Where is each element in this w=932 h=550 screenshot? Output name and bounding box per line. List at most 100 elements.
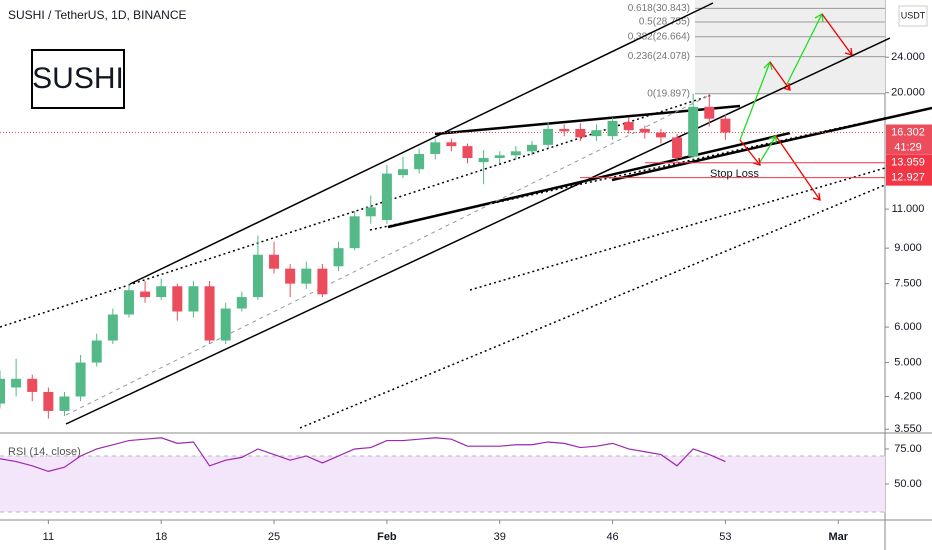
candle-body <box>91 340 102 363</box>
y-tick-label: 75.00 <box>894 443 922 455</box>
annotation: SUSHI <box>32 62 124 95</box>
candle-body <box>333 248 344 267</box>
candle-body <box>494 155 505 159</box>
candle-body <box>156 286 167 298</box>
candle-body <box>0 378 5 404</box>
candle-body <box>188 286 199 312</box>
candle-body <box>59 396 70 411</box>
unit-box <box>898 5 928 27</box>
arrow <box>775 135 821 201</box>
y-tick-label: 9.000 <box>894 242 922 254</box>
y-tick-label: 20.000 <box>891 87 925 99</box>
candle-body <box>123 290 134 315</box>
fib-label: 0.618(30.843) <box>628 3 690 14</box>
rsi-line <box>0 437 726 473</box>
unit-label: USDT <box>901 10 926 20</box>
trend-line <box>129 2 714 285</box>
candle-body <box>688 106 699 157</box>
candle-body <box>285 268 296 284</box>
candle-body <box>639 128 650 133</box>
x-tick-label: Feb <box>377 531 397 543</box>
fib-label: 0.236(24.078) <box>628 51 690 62</box>
candle-body <box>301 268 312 284</box>
candle-body <box>75 362 86 397</box>
candle-body <box>655 132 666 138</box>
bear-arrows <box>739 13 853 201</box>
x-tick-label: 18 <box>155 531 167 543</box>
price-label-box <box>886 154 932 171</box>
y-tick-label: 3.550 <box>894 423 922 435</box>
fib-box-top <box>695 0 885 9</box>
candle-body <box>430 142 441 154</box>
candle-body <box>591 130 602 137</box>
candle-body <box>11 378 22 388</box>
candle-body <box>478 158 489 163</box>
annotation-box <box>31 49 125 109</box>
candle-body <box>559 128 570 132</box>
fib-box <box>695 8 885 94</box>
candle-body <box>720 118 731 133</box>
rsi-band <box>0 455 885 513</box>
y-tick-label: 11.000 <box>892 203 925 215</box>
candle-body <box>349 216 360 249</box>
drawings <box>0 2 932 429</box>
y-tick-label: 5.000 <box>894 356 922 368</box>
candle-body <box>236 297 247 309</box>
candle-body <box>704 106 715 119</box>
price-label: 13.959 <box>891 157 925 169</box>
candle-body <box>317 268 328 295</box>
candle-body <box>365 207 376 217</box>
candle-body <box>414 153 425 170</box>
candle-body <box>43 391 54 411</box>
candle-body <box>172 286 183 312</box>
y-tick-label: 7.500 <box>894 278 922 290</box>
countdown: 41:29 <box>894 141 922 153</box>
candle-body <box>607 120 618 137</box>
fib-label: 0.5(28.755) <box>639 17 690 28</box>
y-tick-label: 50.00 <box>894 478 922 490</box>
candle-body <box>107 314 118 341</box>
candle-body <box>252 254 263 298</box>
x-tick-label: Mar <box>828 531 848 543</box>
last-price-box <box>886 124 932 155</box>
y-tick-label: 24.000 <box>891 51 925 63</box>
trend-line <box>387 131 791 229</box>
candle-body <box>269 254 280 269</box>
rsi-title: RSI (14, close) <box>8 446 81 458</box>
arrow <box>821 13 853 56</box>
candle-body <box>543 128 554 145</box>
candle-body <box>462 146 473 159</box>
candle-body <box>140 291 151 298</box>
candle-body <box>398 169 409 176</box>
price-label-box <box>886 169 932 186</box>
last-price-label: 16.302 <box>891 126 925 138</box>
x-tick-label: 25 <box>268 531 280 543</box>
candle-body <box>204 286 215 341</box>
x-tick-label: 46 <box>606 531 618 543</box>
candle-body <box>672 137 683 159</box>
candle-body <box>575 128 586 138</box>
candle-body <box>220 308 231 341</box>
candle-body <box>446 142 457 147</box>
candle-body <box>623 122 634 131</box>
candle-body <box>381 173 392 221</box>
channel-line <box>469 167 886 291</box>
candle-body <box>27 378 38 392</box>
fib-label: 0.382(26.664) <box>628 31 690 42</box>
chart-title: SUSHI / TetherUS, 1D, BINANCE <box>8 8 187 22</box>
y-tick-label: 6.000 <box>894 321 922 333</box>
price-label: 12.927 <box>891 172 925 184</box>
y-tick-label: 4.200 <box>894 390 922 402</box>
stop-loss-label: Stop Loss <box>710 168 759 180</box>
trend-line <box>65 37 891 425</box>
x-tick-label: 39 <box>494 531 506 543</box>
fib-label: 0(19.897) <box>647 88 690 99</box>
arrow <box>769 61 791 91</box>
candle-body <box>526 144 537 152</box>
channel-line <box>299 184 886 429</box>
arrow <box>739 139 761 166</box>
x-tick-label: 11 <box>43 531 54 543</box>
candle-body <box>510 151 521 156</box>
x-tick-label: 53 <box>719 531 731 543</box>
